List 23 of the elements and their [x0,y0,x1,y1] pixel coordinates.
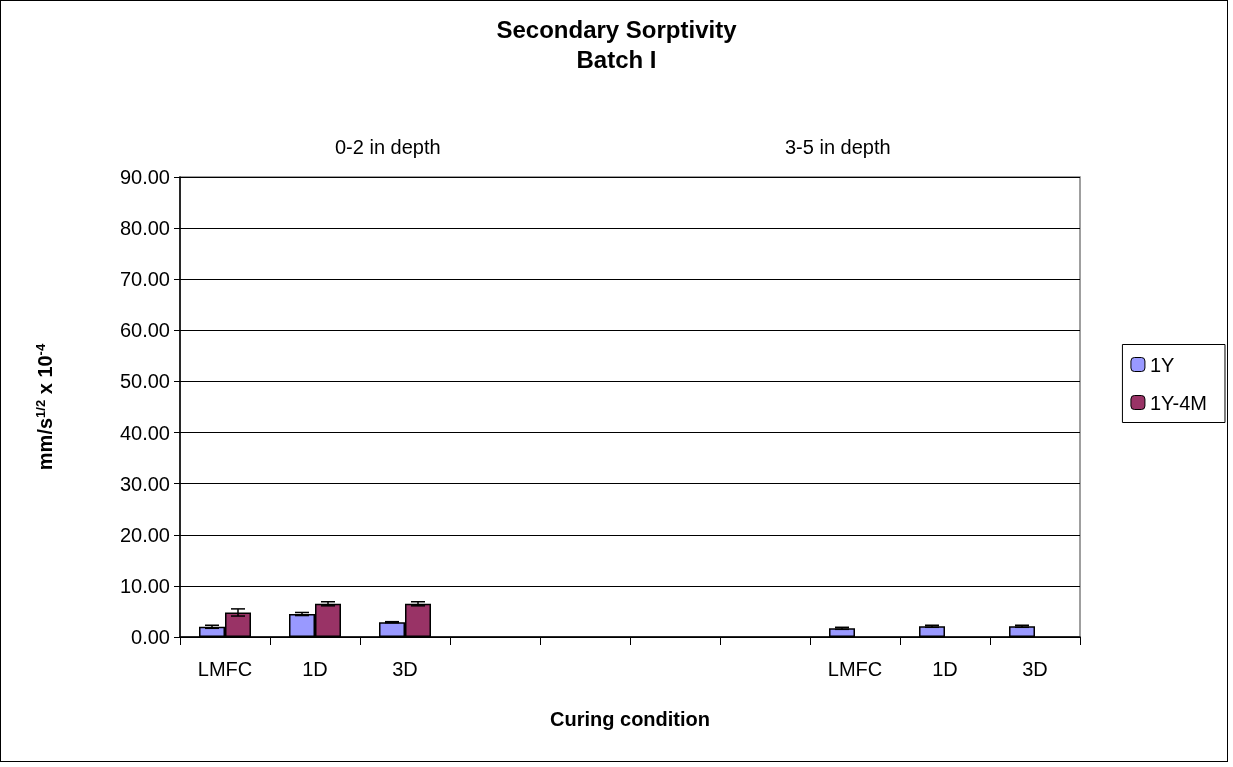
y-tick-label: 70.00 [119,268,170,291]
y-tick-label: 80.00 [119,217,170,240]
y-tick-label: 50.00 [119,370,170,393]
chart-title: Secondary Sorptivity [496,15,738,43]
x-axis-title: Curing condition [550,708,710,730]
text: 0-2 in depth [335,136,441,158]
x-tick-label: 1D [302,658,328,680]
x-tick-label: 3D [1022,658,1048,680]
y-tick-label: 40.00 [119,421,170,444]
x-tick-label: LMFC [197,658,253,680]
x-tick-label: 1D [932,658,958,680]
text: 3-5 in depth [785,136,891,158]
y-tick-label: 60.00 [119,319,170,342]
legend-label: 1Y [1149,353,1175,376]
y-tick-label: 10.00 [119,574,170,597]
x-tick-label: LMFC [827,658,883,680]
y-tick-label: 90.00 [119,166,170,188]
y-tick-label: 0.00 [131,626,170,648]
legend-label: 1Y-4M [1149,391,1208,414]
chart-subtitle: Batch I [576,45,657,73]
x-tick-label: 3D [392,658,418,680]
y-tick-label: 20.00 [119,523,170,546]
y-tick-label: 30.00 [119,472,170,495]
